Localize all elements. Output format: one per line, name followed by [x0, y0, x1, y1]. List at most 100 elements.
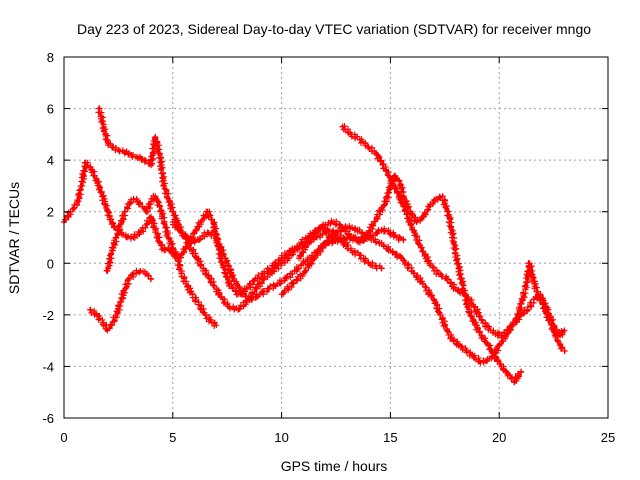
data-point	[124, 234, 131, 241]
data-point	[452, 249, 459, 256]
data-point	[108, 322, 115, 329]
data-point	[383, 198, 390, 205]
data-point	[100, 121, 107, 128]
data-point	[126, 200, 133, 207]
data-point	[161, 247, 168, 254]
data-point	[439, 193, 446, 200]
data-point	[195, 237, 202, 244]
data-point	[487, 327, 494, 334]
x-tick-label: 5	[169, 430, 176, 445]
data-point	[383, 167, 390, 174]
data-point	[437, 311, 444, 318]
data-point	[189, 291, 196, 298]
data-point	[156, 239, 163, 246]
data-point	[102, 131, 109, 138]
x-tick-label: 0	[60, 430, 67, 445]
data-point	[134, 154, 141, 161]
series-track-7	[296, 172, 525, 386]
data-point	[372, 262, 379, 269]
plot-frame	[63, 56, 609, 419]
y-tick-label: 2	[47, 205, 54, 220]
data-point	[504, 327, 511, 334]
data-point	[108, 144, 115, 151]
data-point	[248, 296, 255, 303]
data-point	[174, 255, 181, 262]
data-point	[324, 226, 331, 233]
data-point	[213, 234, 220, 241]
data-point	[311, 255, 318, 262]
data-point	[82, 159, 89, 166]
data-point	[526, 260, 533, 267]
data-point	[113, 234, 120, 241]
data-point	[219, 296, 226, 303]
data-point	[446, 213, 453, 220]
data-point	[496, 332, 503, 339]
data-point	[420, 280, 427, 287]
data-point	[339, 123, 346, 130]
data-point	[104, 139, 111, 146]
data-point	[117, 298, 124, 305]
data-point	[187, 239, 194, 246]
data-point	[452, 286, 459, 293]
data-point	[285, 255, 292, 262]
data-point	[126, 275, 133, 282]
data-point	[531, 280, 538, 287]
data-point	[169, 244, 176, 251]
series-track-4	[103, 192, 220, 329]
data-point	[398, 255, 405, 262]
data-point	[95, 182, 102, 189]
data-point	[156, 203, 163, 210]
data-point	[463, 347, 470, 354]
data-point	[182, 280, 189, 287]
data-point	[165, 195, 172, 202]
data-point	[222, 255, 229, 262]
data-point	[400, 237, 407, 244]
data-point	[161, 182, 168, 189]
data-point	[524, 306, 531, 313]
chart-title: Day 223 of 2023, Sidereal Day-to-day VTE…	[77, 21, 591, 37]
data-point	[376, 239, 383, 246]
data-point	[420, 213, 427, 220]
data-point	[348, 131, 355, 138]
data-point	[430, 296, 437, 303]
data-point	[476, 358, 483, 365]
data-point-fill	[62, 159, 385, 298]
data-point	[544, 311, 551, 318]
data-point	[393, 234, 400, 241]
data-point	[100, 319, 107, 326]
data-point	[226, 304, 233, 311]
data-point	[561, 327, 568, 334]
data-point	[102, 200, 109, 207]
data-point	[178, 270, 185, 277]
data-point	[535, 291, 542, 298]
data-point	[478, 332, 485, 339]
data-point	[169, 219, 176, 226]
data-point	[178, 229, 185, 236]
data-point	[278, 291, 285, 298]
data-point	[152, 226, 159, 233]
data-point	[335, 237, 342, 244]
axis-ticks: 0 5 10 15 20 25 -6 -4 -2 0 2 4 6 8	[42, 50, 615, 445]
data-point	[356, 239, 363, 246]
data-point-fill	[95, 105, 349, 313]
data-point	[213, 322, 220, 329]
data-point	[239, 291, 246, 298]
data-point	[291, 247, 298, 254]
data-point	[387, 229, 394, 236]
data-point	[278, 260, 285, 267]
data-point	[278, 255, 285, 262]
data-point	[513, 317, 520, 324]
data-point	[121, 149, 128, 156]
data-point	[289, 280, 296, 287]
data-point	[198, 219, 205, 226]
data-point	[121, 208, 128, 215]
data-point	[148, 162, 155, 169]
data-point	[356, 252, 363, 259]
series-track-1	[61, 159, 385, 298]
data-point	[113, 311, 120, 318]
data-point	[130, 195, 137, 202]
data-point	[261, 275, 268, 282]
data-point	[97, 113, 104, 120]
data-point	[552, 332, 559, 339]
y-tick-label: -2	[42, 308, 54, 323]
